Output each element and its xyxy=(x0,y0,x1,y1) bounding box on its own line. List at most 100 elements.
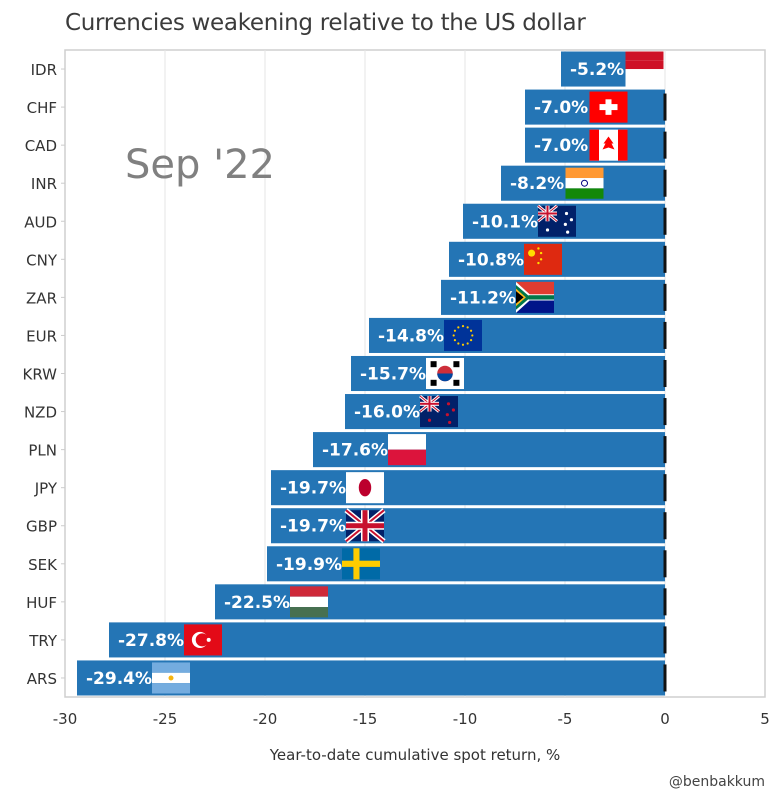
period-label: Sep '22 xyxy=(125,142,275,188)
switzerland-flag xyxy=(589,91,628,123)
zero-marker xyxy=(663,474,667,502)
sweden-flag xyxy=(342,548,380,580)
bar xyxy=(267,546,665,582)
x-axis-label: Year-to-date cumulative spot return, % xyxy=(269,746,561,764)
zero-marker xyxy=(663,245,667,273)
bar-group-cny: -10.8% xyxy=(449,241,667,277)
zero-marker xyxy=(663,550,667,578)
value-label: -10.1% xyxy=(472,212,538,232)
bar xyxy=(345,394,665,430)
x-tick-label: -30 xyxy=(53,710,78,728)
y-tick-label: CHF xyxy=(27,99,57,117)
chart-title: Currencies weakening relative to the US … xyxy=(65,10,586,36)
japan-flag xyxy=(346,472,384,504)
new-zealand-flag xyxy=(419,394,458,428)
y-tick-label: SEK xyxy=(28,556,58,574)
value-label: -19.9% xyxy=(276,555,342,575)
y-tick-label: AUD xyxy=(24,213,57,231)
zero-marker xyxy=(663,626,667,654)
zero-marker xyxy=(663,398,667,426)
bar xyxy=(271,508,665,544)
value-label: -7.0% xyxy=(534,98,588,118)
value-label: -10.8% xyxy=(458,250,524,270)
zero-marker xyxy=(663,588,667,616)
indonesia-flag xyxy=(625,51,664,70)
uk-flag xyxy=(344,508,386,544)
zero-marker xyxy=(663,512,667,540)
bar-group-huf: -22.5% xyxy=(215,584,667,620)
y-tick-label: INR xyxy=(31,175,57,193)
value-label: -7.0% xyxy=(534,136,588,156)
value-label: -19.7% xyxy=(280,479,346,499)
credit-label: @benbakkum xyxy=(669,774,765,790)
bar xyxy=(271,470,665,506)
value-label: -27.8% xyxy=(118,631,184,651)
china-flag xyxy=(524,243,562,275)
hungary-flag xyxy=(290,586,328,618)
value-label: -14.8% xyxy=(378,326,444,346)
bar xyxy=(561,51,626,87)
y-tick-label: PLN xyxy=(28,442,57,460)
y-tick-label: TRY xyxy=(28,632,58,650)
bar-group-ars: -29.4% xyxy=(77,660,667,696)
canada-flag xyxy=(589,129,628,161)
value-label: -15.7% xyxy=(360,365,426,385)
zero-marker xyxy=(663,359,667,388)
bar-group-pln: -17.6% xyxy=(313,432,667,468)
bar-group-nzd: -16.0% xyxy=(345,394,667,430)
zero-marker xyxy=(663,207,667,235)
poland-flag xyxy=(388,434,426,466)
bar-group-inr: -8.2% xyxy=(501,165,667,201)
south-africa-flag xyxy=(516,281,554,313)
zero-marker xyxy=(663,93,667,121)
x-tick-label: -15 xyxy=(353,710,378,728)
india-flag xyxy=(565,167,604,199)
x-tick-label: 5 xyxy=(760,710,770,728)
y-tick-label: ZAR xyxy=(26,289,57,307)
zero-marker xyxy=(663,664,667,692)
australia-flag xyxy=(537,204,576,237)
turkey-flag xyxy=(184,624,222,656)
bar-group-jpy: -19.7% xyxy=(271,470,667,506)
bar xyxy=(369,317,665,353)
y-tick-label: JPY xyxy=(34,480,58,498)
value-label: -22.5% xyxy=(224,593,290,613)
bar-group-krw: -15.7% xyxy=(351,355,667,392)
bar-group-cad: -7.0% xyxy=(525,127,667,163)
value-label: -5.2% xyxy=(570,60,624,80)
y-tick-label: IDR xyxy=(31,61,57,79)
value-label: -11.2% xyxy=(450,288,516,308)
bar-group-eur: -14.8% xyxy=(369,317,667,353)
y-tick-label: ARS xyxy=(27,670,57,688)
x-tick-label: -10 xyxy=(453,710,478,728)
bar-group-try: -27.8% xyxy=(109,622,667,658)
y-tick-label: NZD xyxy=(24,404,57,422)
bar-group-sek: -19.9% xyxy=(267,546,667,582)
y-tick-label: HUF xyxy=(26,594,57,612)
x-tick-label: -25 xyxy=(153,710,178,728)
x-tick-label: -20 xyxy=(253,710,278,728)
y-tick-label: EUR xyxy=(26,327,57,345)
bar-group-zar: -11.2% xyxy=(441,279,667,315)
y-tick-label: CNY xyxy=(26,251,58,269)
value-label: -19.7% xyxy=(280,517,346,537)
y-tick-label: CAD xyxy=(25,137,57,155)
value-label: -29.4% xyxy=(86,669,152,689)
x-tick-label: 0 xyxy=(660,710,670,728)
argentina-flag xyxy=(152,662,190,694)
x-tick-label: -5 xyxy=(558,710,573,728)
value-label: -17.6% xyxy=(322,441,388,461)
y-tick-label: GBP xyxy=(26,518,57,536)
south-korea-flag xyxy=(426,357,464,390)
bar-group-gbp: -19.7% xyxy=(271,508,667,544)
eu-flag xyxy=(444,319,482,351)
zero-marker xyxy=(663,283,667,311)
zero-marker xyxy=(663,169,667,197)
bar-group-idr: -5.2% xyxy=(561,51,664,87)
bar-group-chf: -7.0% xyxy=(525,89,667,125)
zero-marker xyxy=(663,436,667,464)
zero-marker xyxy=(663,321,667,349)
bar-group-aud: -10.1% xyxy=(463,203,667,239)
value-label: -16.0% xyxy=(354,403,420,423)
